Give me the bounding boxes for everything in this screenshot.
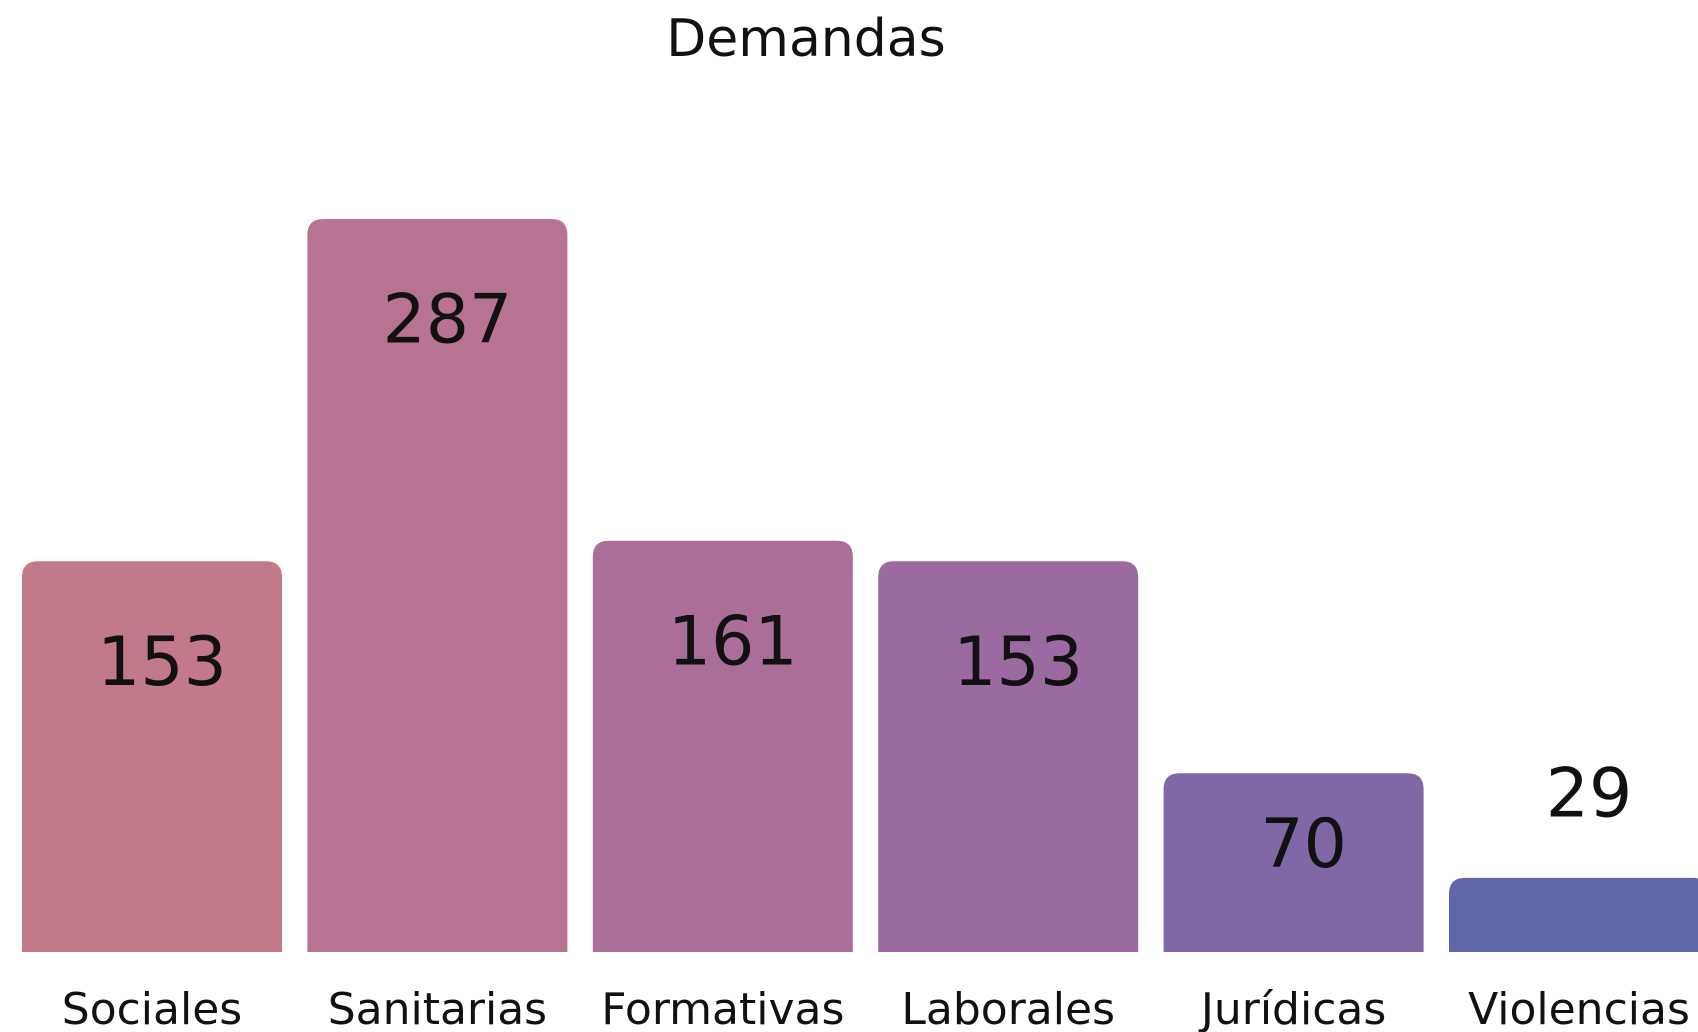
value-label: 153 [97, 623, 227, 702]
bar [1163, 773, 1424, 952]
value-label: 29 [1546, 754, 1633, 833]
value-label: 70 [1260, 805, 1347, 884]
x-tick-label: Sanitarias [328, 984, 547, 1032]
x-tick-label: Jurídicas [1198, 984, 1386, 1032]
value-label: 287 [383, 281, 513, 360]
bar [592, 540, 853, 952]
bar [22, 561, 282, 952]
bar [1449, 877, 1698, 952]
value-label: 161 [668, 602, 798, 681]
chart-title: Demandas [666, 9, 945, 69]
x-tick-label: Sociales [62, 984, 242, 1032]
x-tick-label: Laborales [901, 984, 1115, 1032]
x-tick-label: Formativas [601, 984, 844, 1032]
bar [878, 561, 1139, 952]
value-label: 153 [953, 623, 1083, 702]
x-tick-label: Violencias [1468, 984, 1690, 1032]
bar [307, 219, 568, 952]
